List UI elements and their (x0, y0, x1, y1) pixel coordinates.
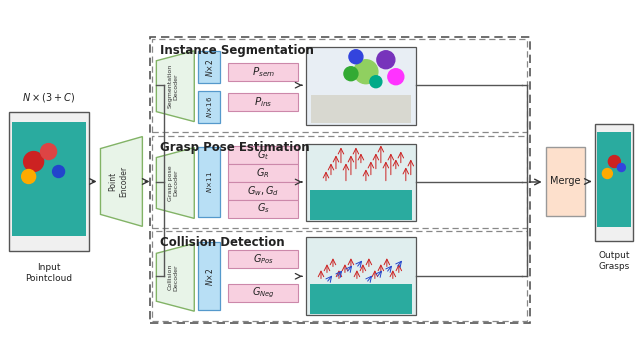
Bar (198, 243, 220, 310)
Polygon shape (156, 243, 195, 311)
Text: $G_w, G_d$: $G_w, G_d$ (247, 184, 279, 198)
Text: $P_{ins}$: $P_{ins}$ (254, 95, 273, 109)
Bar (228, 146, 298, 164)
Bar (152, 39, 527, 132)
Text: $G_s$: $G_s$ (257, 202, 269, 215)
Bar (306, 237, 416, 315)
Bar (310, 284, 412, 314)
Circle shape (388, 69, 404, 85)
Circle shape (618, 163, 625, 172)
Text: Grasp pose
Decoder: Grasp pose Decoder (168, 165, 179, 201)
Circle shape (602, 168, 612, 179)
Text: $N\times(3+C)$: $N\times(3+C)$ (22, 91, 75, 104)
Polygon shape (156, 148, 195, 219)
Bar (228, 182, 298, 200)
Text: Collision Detection: Collision Detection (161, 237, 285, 249)
Bar (311, 95, 411, 122)
Bar (152, 136, 527, 228)
Circle shape (349, 50, 363, 64)
Circle shape (377, 51, 395, 69)
Bar (545, 146, 586, 216)
Circle shape (609, 156, 620, 168)
Text: Merge: Merge (550, 176, 580, 186)
Polygon shape (156, 51, 195, 122)
Text: $G_{Pos}$: $G_{Pos}$ (253, 252, 274, 266)
Bar (597, 132, 631, 227)
Bar (228, 199, 298, 217)
Circle shape (22, 169, 36, 184)
Bar (228, 63, 298, 81)
Bar (595, 124, 634, 241)
Bar (228, 164, 298, 182)
Text: $N\!\times\!11$: $N\!\times\!11$ (205, 171, 214, 193)
Text: Grasp Pose Estimation: Grasp Pose Estimation (161, 140, 310, 154)
Circle shape (40, 144, 56, 160)
Bar (198, 146, 220, 217)
Bar (306, 47, 416, 125)
Bar (150, 37, 529, 323)
Bar (198, 91, 220, 123)
Text: $N\!\times\!2$: $N\!\times\!2$ (204, 267, 215, 286)
Text: $G_t$: $G_t$ (257, 149, 269, 162)
Text: Output
Grasps: Output Grasps (598, 251, 630, 271)
Bar (228, 250, 298, 268)
Bar (152, 231, 527, 321)
Bar (310, 191, 412, 220)
Text: $G_R$: $G_R$ (257, 166, 270, 180)
Bar (306, 144, 416, 221)
Bar (12, 122, 86, 237)
Circle shape (344, 67, 358, 81)
Text: Segmentation
Decoder: Segmentation Decoder (168, 64, 179, 108)
Bar (198, 51, 220, 83)
Text: $N\!\times\!2$: $N\!\times\!2$ (204, 58, 215, 77)
Circle shape (52, 166, 65, 178)
Text: $P_{sem}$: $P_{sem}$ (252, 65, 275, 79)
Circle shape (354, 60, 378, 84)
Circle shape (24, 151, 44, 172)
Text: Input
Pointcloud: Input Pointcloud (25, 263, 72, 283)
Text: $G_{Neg}$: $G_{Neg}$ (252, 286, 275, 300)
Bar (228, 93, 298, 111)
Polygon shape (100, 137, 142, 226)
Text: Point
Encoder: Point Encoder (109, 166, 128, 197)
Text: $N\!\times\!16$: $N\!\times\!16$ (205, 96, 214, 118)
Bar (9, 112, 88, 251)
Bar (228, 284, 298, 302)
Text: Collision
Decoder: Collision Decoder (168, 264, 179, 291)
Circle shape (370, 76, 382, 88)
Text: Instance Segmentation: Instance Segmentation (161, 44, 314, 57)
